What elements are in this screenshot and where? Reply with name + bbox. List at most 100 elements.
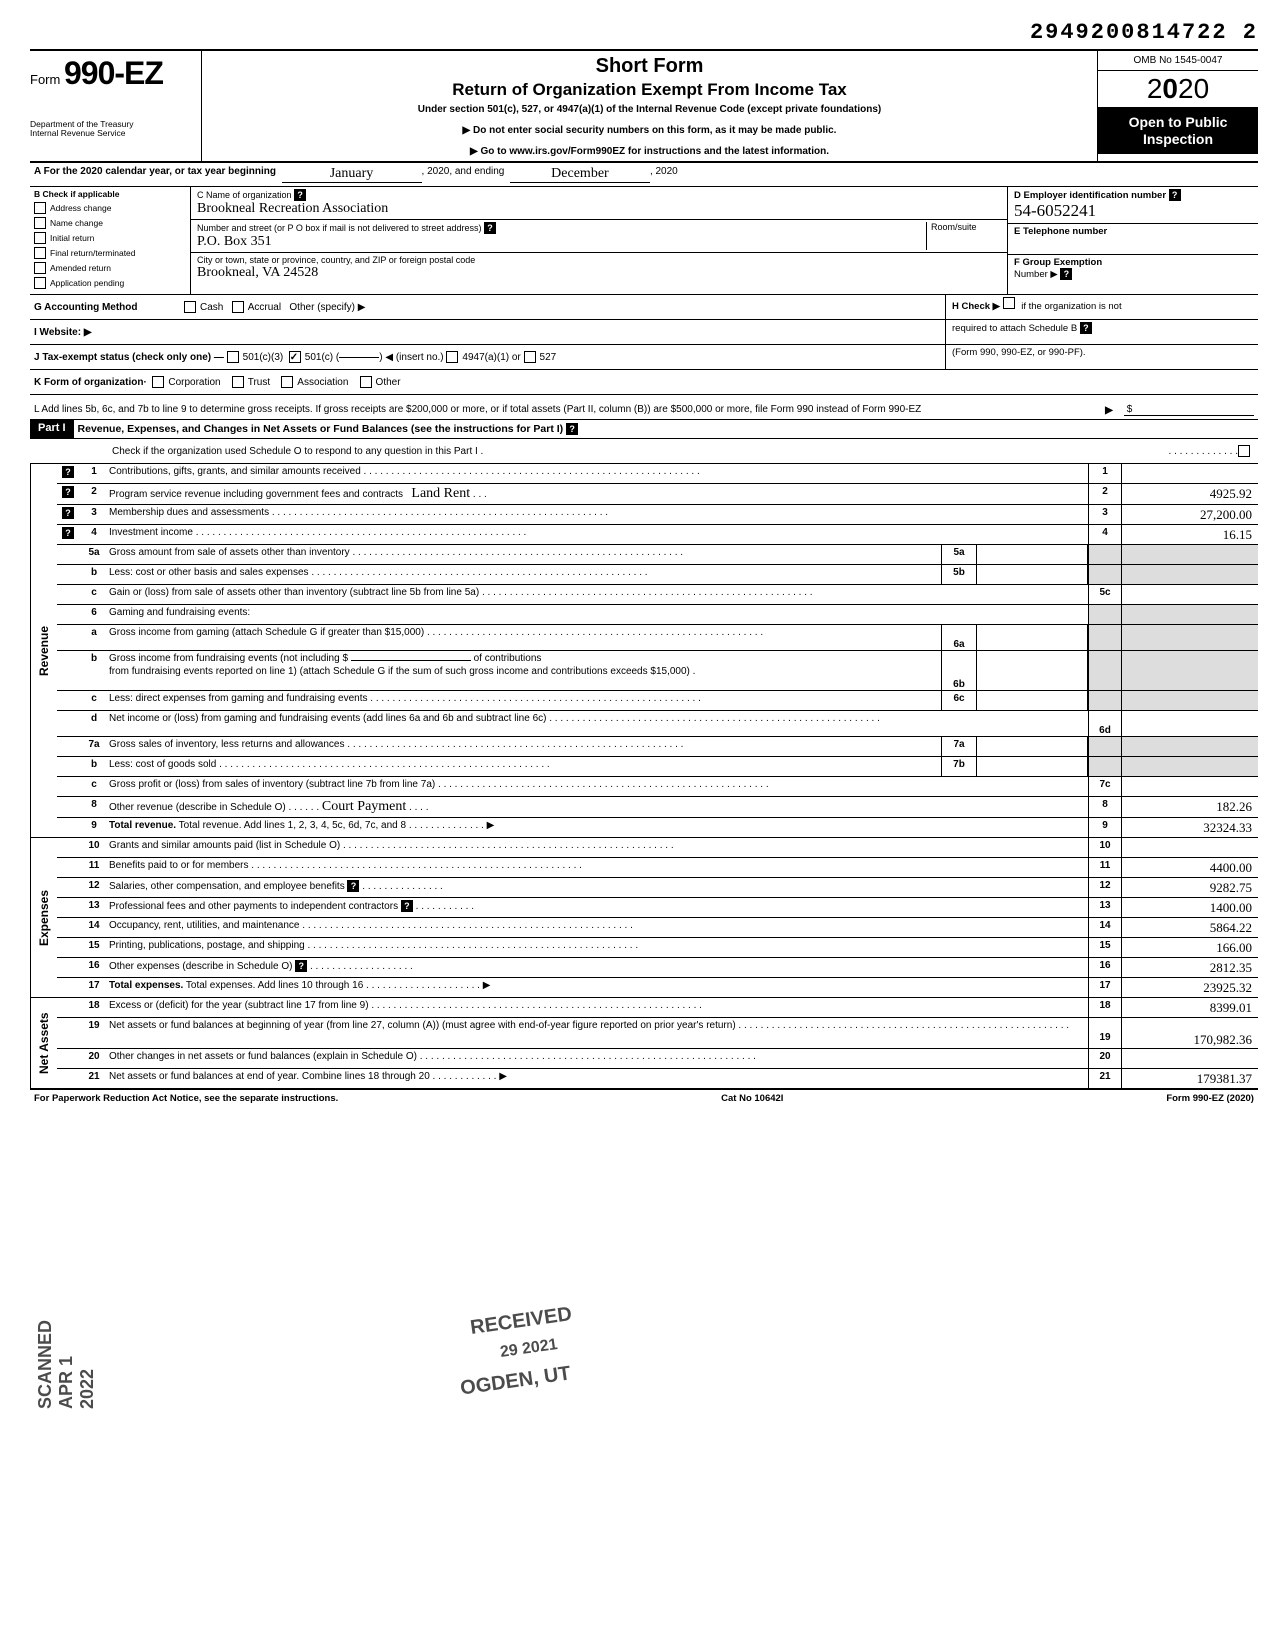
line-11-val[interactable]: 4400.00 bbox=[1121, 858, 1258, 877]
help-icon[interactable]: ? bbox=[1060, 268, 1072, 280]
line-10-val[interactable] bbox=[1121, 838, 1258, 857]
year-end[interactable]: December bbox=[510, 166, 650, 183]
help-icon[interactable]: ? bbox=[62, 527, 74, 539]
cb-accrual[interactable] bbox=[232, 301, 244, 313]
footer-left: For Paperwork Reduction Act Notice, see … bbox=[34, 1093, 338, 1104]
help-icon[interactable]: ? bbox=[294, 189, 306, 201]
row-g-label: G Accounting Method bbox=[34, 302, 184, 313]
line-6b-val[interactable] bbox=[977, 651, 1088, 690]
org-name[interactable]: Brookneal Recreation Association bbox=[197, 201, 388, 216]
line-6c-val[interactable] bbox=[977, 691, 1088, 710]
line-20-desc: Other changes in net assets or fund bala… bbox=[109, 1049, 1088, 1068]
line-19-val[interactable]: 170,982.36 bbox=[1121, 1018, 1258, 1048]
line-18-val[interactable]: 8399.01 bbox=[1121, 998, 1258, 1017]
group-label: F Group Exemption bbox=[1014, 257, 1102, 268]
form-footer: For Paperwork Reduction Act Notice, see … bbox=[30, 1090, 1258, 1107]
line-7b-desc: Less: cost of goods sold bbox=[109, 757, 941, 776]
help-icon[interactable]: ? bbox=[62, 486, 74, 498]
cb-name-change[interactable] bbox=[34, 217, 46, 229]
line-17-desc: Total expenses. Total expenses. Add line… bbox=[109, 978, 1088, 997]
row-l-text: L Add lines 5b, 6c, and 7b to line 9 to … bbox=[34, 404, 1094, 417]
section-bcde: B Check if applicable Address change Nam… bbox=[30, 187, 1258, 295]
help-icon[interactable]: ? bbox=[62, 507, 74, 519]
help-icon[interactable]: ? bbox=[295, 960, 307, 972]
line-9-desc: Total revenue. Total revenue. Add lines … bbox=[109, 818, 1088, 837]
line-7c-val[interactable] bbox=[1121, 777, 1258, 796]
line-6b-desc: Gross income from fundraising events (no… bbox=[109, 651, 941, 690]
help-icon[interactable]: ? bbox=[484, 222, 496, 234]
line-15-val[interactable]: 166.00 bbox=[1121, 938, 1258, 957]
line-5a-desc: Gross amount from sale of assets other t… bbox=[109, 545, 941, 564]
line-8-desc: Other revenue (describe in Schedule O) .… bbox=[109, 797, 1088, 817]
help-icon[interactable]: ? bbox=[401, 900, 413, 912]
line-5c-desc: Gain or (loss) from sale of assets other… bbox=[109, 585, 1088, 604]
ein-label: D Employer identification number bbox=[1014, 190, 1166, 201]
cb-pending[interactable] bbox=[34, 277, 46, 289]
line-18-desc: Excess or (deficit) for the year (subtra… bbox=[109, 998, 1088, 1017]
cb-cash[interactable] bbox=[184, 301, 196, 313]
line-7c-desc: Gross profit or (loss) from sales of inv… bbox=[109, 777, 1088, 796]
line-12-val[interactable]: 9282.75 bbox=[1121, 878, 1258, 897]
line-5b-val[interactable] bbox=[977, 565, 1088, 584]
line-15-desc: Printing, publications, postage, and shi… bbox=[109, 938, 1088, 957]
line-6a-val[interactable] bbox=[977, 625, 1088, 650]
line-7a-val[interactable] bbox=[977, 737, 1088, 756]
line-7b-val[interactable] bbox=[977, 757, 1088, 776]
line-6a-desc: Gross income from gaming (attach Schedul… bbox=[109, 625, 941, 650]
cb-trust[interactable] bbox=[232, 376, 244, 388]
help-icon[interactable]: ? bbox=[1080, 322, 1092, 334]
line-16-val[interactable]: 2812.35 bbox=[1121, 958, 1258, 977]
cb-501c[interactable] bbox=[289, 351, 301, 363]
help-icon[interactable]: ? bbox=[347, 880, 359, 892]
line-5c-val[interactable] bbox=[1121, 585, 1258, 604]
line-4-val[interactable]: 16.15 bbox=[1121, 525, 1258, 544]
subtitle: Under section 501(c), 527, or 4947(a)(1)… bbox=[210, 104, 1089, 115]
org-address[interactable]: P.O. Box 351 bbox=[197, 234, 272, 249]
line-2-desc: Program service revenue including govern… bbox=[109, 484, 1088, 504]
help-icon[interactable]: ? bbox=[62, 466, 74, 478]
line-8-val[interactable]: 182.26 bbox=[1121, 797, 1258, 817]
help-icon[interactable]: ? bbox=[1169, 189, 1181, 201]
cb-4947[interactable] bbox=[446, 351, 458, 363]
cb-schedule-o[interactable] bbox=[1238, 445, 1250, 457]
line-1-val[interactable] bbox=[1121, 464, 1258, 483]
cb-other-org[interactable] bbox=[360, 376, 372, 388]
year-begin[interactable]: January bbox=[282, 166, 422, 183]
cb-initial-return[interactable] bbox=[34, 232, 46, 244]
cb-schedule-b[interactable] bbox=[1003, 297, 1015, 309]
part1-check-text: Check if the organization used Schedule … bbox=[112, 446, 1169, 457]
row-a-tax-year: A For the 2020 calendar year, or tax yea… bbox=[30, 163, 1258, 187]
cb-501c3[interactable] bbox=[227, 351, 239, 363]
line-21-val[interactable]: 179381.37 bbox=[1121, 1069, 1258, 1088]
line-9-val[interactable]: 32324.33 bbox=[1121, 818, 1258, 837]
cb-assoc[interactable] bbox=[281, 376, 293, 388]
page-id: 2949200814722 2 bbox=[30, 20, 1258, 45]
line-21-desc: Net assets or fund balances at end of ye… bbox=[109, 1069, 1088, 1088]
line-14-val[interactable]: 5864.22 bbox=[1121, 918, 1258, 937]
line-20-val[interactable] bbox=[1121, 1049, 1258, 1068]
stamp-ogden: OGDEN, UT bbox=[459, 1362, 572, 1400]
part1-label: Part I bbox=[30, 420, 74, 438]
cb-amended[interactable] bbox=[34, 262, 46, 274]
cb-527[interactable] bbox=[524, 351, 536, 363]
footer-right: Form 990-EZ (2020) bbox=[1166, 1093, 1254, 1104]
inspection-notice: Open to Public Inspection bbox=[1098, 108, 1258, 154]
room-label: Room/suite bbox=[931, 222, 977, 232]
form-number: 990-EZ bbox=[64, 55, 163, 91]
stamp-date: 29 2021 bbox=[499, 1336, 559, 1362]
city-label: City or town, state or province, country… bbox=[197, 255, 475, 265]
cb-final-return[interactable] bbox=[34, 247, 46, 259]
help-icon[interactable]: ? bbox=[566, 423, 578, 435]
section-expenses: Expenses bbox=[30, 838, 57, 997]
ein-value[interactable]: 54-6052241 bbox=[1014, 201, 1096, 220]
line-13-val[interactable]: 1400.00 bbox=[1121, 898, 1258, 917]
cb-corp[interactable] bbox=[152, 376, 164, 388]
line-6d-val[interactable] bbox=[1121, 711, 1258, 736]
cb-address-change[interactable] bbox=[34, 202, 46, 214]
line-5a-val[interactable] bbox=[977, 545, 1088, 564]
line-3-val[interactable]: 27,200.00 bbox=[1121, 505, 1258, 524]
org-city[interactable]: Brookneal, VA 24528 bbox=[197, 265, 318, 280]
line-17-val[interactable]: 23925.32 bbox=[1121, 978, 1258, 997]
line-2-val[interactable]: 4925.92 bbox=[1121, 484, 1258, 504]
row-i-label: I Website: ▶ bbox=[34, 327, 92, 338]
